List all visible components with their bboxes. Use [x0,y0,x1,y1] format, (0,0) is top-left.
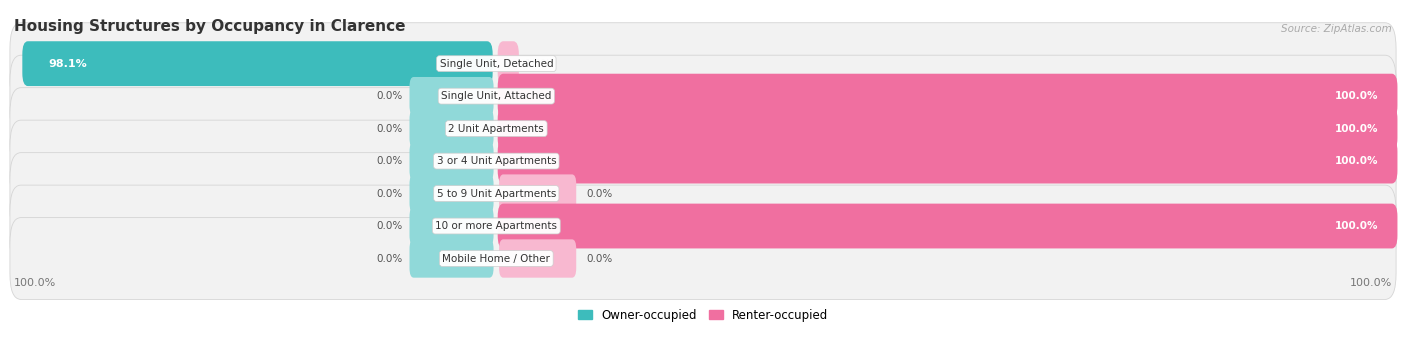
FancyBboxPatch shape [498,204,1398,249]
FancyBboxPatch shape [499,239,576,278]
Text: 100.0%: 100.0% [14,278,56,288]
FancyBboxPatch shape [10,185,1396,267]
Text: Mobile Home / Other: Mobile Home / Other [443,253,550,264]
Text: 3 or 4 Unit Apartments: 3 or 4 Unit Apartments [436,156,557,166]
Text: 0.0%: 0.0% [377,123,402,134]
Text: 0.0%: 0.0% [586,189,612,198]
Text: 0.0%: 0.0% [377,253,402,264]
Text: Single Unit, Detached: Single Unit, Detached [440,59,553,69]
Text: 0.0%: 0.0% [377,156,402,166]
Text: 100.0%: 100.0% [1334,156,1378,166]
FancyBboxPatch shape [10,153,1396,235]
FancyBboxPatch shape [10,120,1396,202]
Text: 0.0%: 0.0% [377,189,402,198]
FancyBboxPatch shape [10,88,1396,169]
Text: 100.0%: 100.0% [1334,221,1378,231]
FancyBboxPatch shape [409,207,494,245]
Legend: Owner-occupied, Renter-occupied: Owner-occupied, Renter-occupied [572,304,834,326]
Text: 0.0%: 0.0% [377,221,402,231]
Text: Source: ZipAtlas.com: Source: ZipAtlas.com [1281,24,1392,34]
FancyBboxPatch shape [409,109,494,148]
FancyBboxPatch shape [409,174,494,213]
Text: 100.0%: 100.0% [1350,278,1392,288]
FancyBboxPatch shape [409,142,494,180]
FancyBboxPatch shape [10,55,1396,137]
Text: 98.1%: 98.1% [48,59,87,69]
FancyBboxPatch shape [498,139,1398,183]
Text: Single Unit, Attached: Single Unit, Attached [441,91,551,101]
Text: 1.9%: 1.9% [524,59,551,69]
FancyBboxPatch shape [10,23,1396,105]
FancyBboxPatch shape [409,239,494,278]
Text: 5 to 9 Unit Apartments: 5 to 9 Unit Apartments [437,189,555,198]
Text: 2 Unit Apartments: 2 Unit Apartments [449,123,544,134]
Text: Housing Structures by Occupancy in Clarence: Housing Structures by Occupancy in Clare… [14,19,405,34]
FancyBboxPatch shape [498,106,1398,151]
Text: 0.0%: 0.0% [377,91,402,101]
Text: 0.0%: 0.0% [586,253,612,264]
FancyBboxPatch shape [499,174,576,213]
Text: 10 or more Apartments: 10 or more Apartments [436,221,557,231]
Text: 100.0%: 100.0% [1334,91,1378,101]
FancyBboxPatch shape [22,41,492,86]
FancyBboxPatch shape [498,41,519,86]
Text: 100.0%: 100.0% [1334,123,1378,134]
FancyBboxPatch shape [409,77,494,115]
FancyBboxPatch shape [10,218,1396,299]
FancyBboxPatch shape [498,74,1398,119]
